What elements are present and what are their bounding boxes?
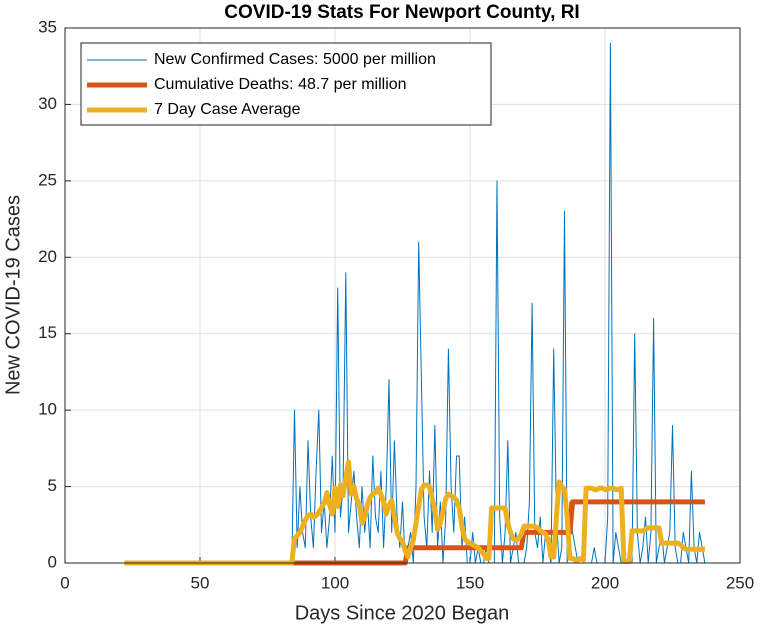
y-tick-label: 30 — [38, 94, 57, 113]
x-tick-label: 0 — [60, 573, 69, 592]
y-tick-label: 15 — [38, 323, 57, 342]
y-axis-label: New COVID-19 Cases — [2, 195, 24, 395]
legend-label: Cumulative Deaths: 48.7 per million — [154, 76, 407, 93]
x-tick-label: 150 — [456, 573, 484, 592]
x-tick-label: 200 — [591, 573, 619, 592]
y-tick-label: 5 — [48, 476, 57, 495]
x-axis-label: Days Since 2020 Began — [295, 602, 510, 624]
legend-label: 7 Day Case Average — [154, 101, 301, 118]
legend-label: New Confirmed Cases: 5000 per million — [154, 51, 436, 68]
y-tick-label: 0 — [48, 552, 57, 571]
legend: New Confirmed Cases: 5000 per million Cum… — [80, 42, 492, 126]
y-tick-label: 10 — [38, 400, 57, 419]
axes-box — [64, 27, 741, 564]
y-tick-label: 35 — [38, 17, 57, 36]
y-tick-label: 20 — [38, 247, 57, 266]
x-tick-label: 250 — [726, 573, 754, 592]
y-tick-label: 25 — [38, 170, 57, 189]
legend-box — [80, 42, 492, 126]
x-tick-label: 50 — [191, 573, 210, 592]
chart-title: COVID-19 Stats For Newport County, RI — [224, 2, 579, 23]
x-tick-label: 100 — [321, 573, 349, 592]
